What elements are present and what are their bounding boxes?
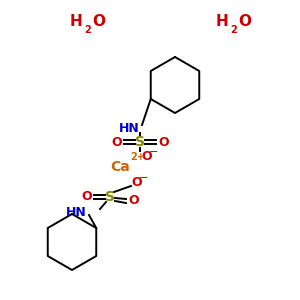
Text: O: O: [141, 149, 152, 163]
Text: H: H: [215, 14, 228, 29]
Text: O: O: [111, 136, 122, 148]
Text: O: O: [238, 14, 251, 29]
Text: H: H: [69, 14, 82, 29]
Text: 2: 2: [230, 25, 237, 35]
Text: O: O: [131, 176, 142, 188]
Text: 2: 2: [84, 25, 91, 35]
Text: 2+: 2+: [130, 152, 145, 162]
Text: O: O: [81, 190, 92, 203]
Text: S: S: [135, 135, 145, 149]
Text: HN: HN: [119, 122, 140, 134]
Text: Ca: Ca: [110, 160, 130, 174]
Text: O: O: [158, 136, 169, 148]
Text: O: O: [92, 14, 105, 29]
Text: −: −: [139, 173, 148, 183]
Text: HN: HN: [66, 206, 87, 218]
Text: −: −: [149, 147, 158, 157]
Text: S: S: [105, 190, 115, 204]
Text: O: O: [128, 194, 139, 208]
